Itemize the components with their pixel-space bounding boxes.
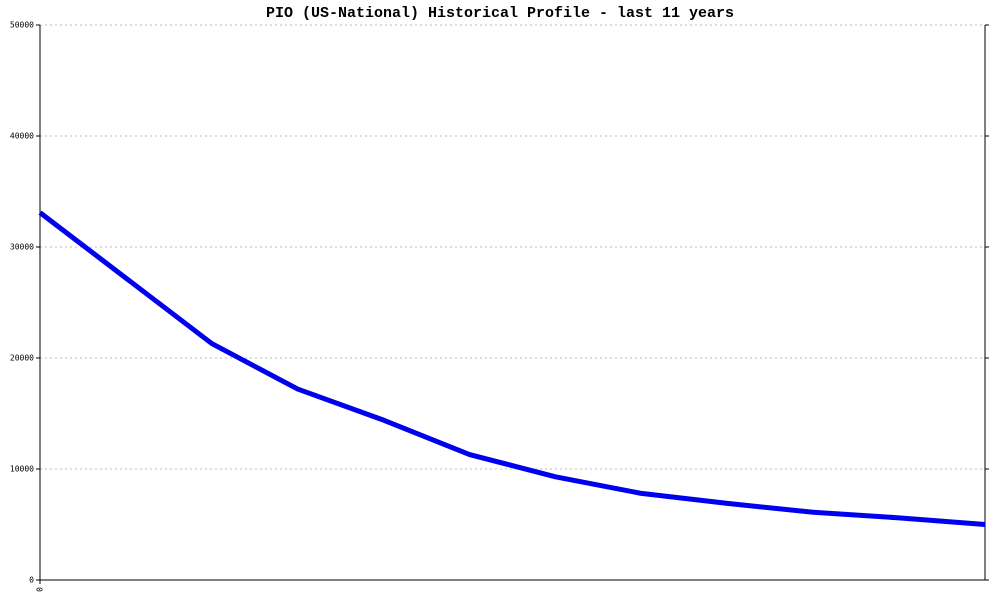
y-tick-label: 40000 [10, 132, 34, 141]
line [38, 210, 986, 527]
y-tick-label: 20000 [10, 354, 34, 363]
y-tick-label: 10000 [10, 465, 34, 474]
y-tick-label: 30000 [10, 243, 34, 252]
y-tick-label: 50000 [10, 21, 34, 30]
y-tick-label: 0 [29, 576, 34, 585]
x-tick-label: 0 [36, 587, 45, 592]
chart-title: PIO (US-National) Historical Profile - l… [266, 5, 734, 22]
